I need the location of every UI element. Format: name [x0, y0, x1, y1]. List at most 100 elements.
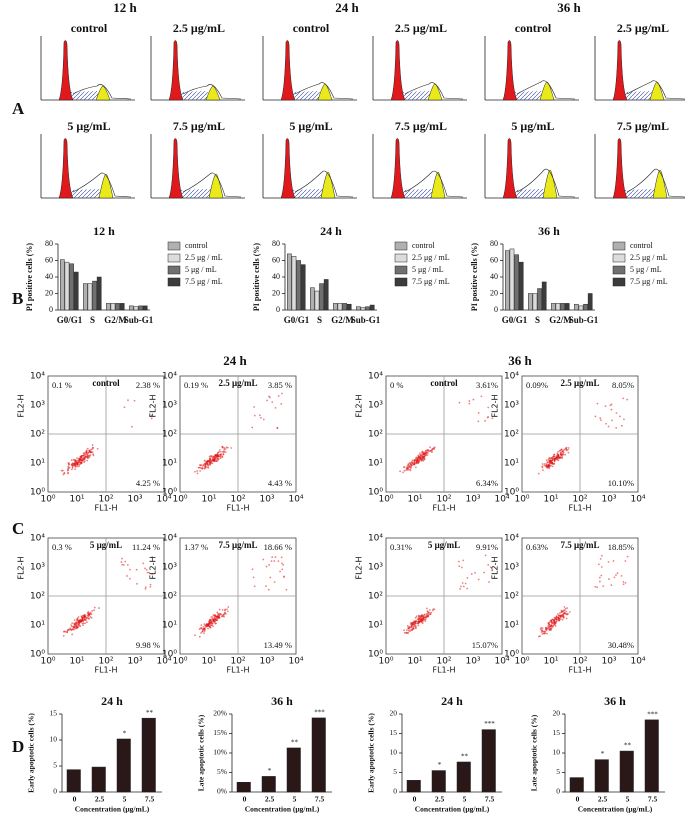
panel-letter: D: [12, 737, 24, 756]
cell-dot: [550, 457, 552, 459]
bar: [83, 283, 88, 311]
y-tick-label: 5%: [217, 767, 227, 776]
x-tick-label: 10¹: [201, 657, 216, 667]
cell-dot: [212, 625, 214, 628]
cell-dot: [129, 568, 131, 571]
cell-dot: [626, 555, 629, 558]
cell-dot: [418, 458, 421, 461]
hist-title: 7.5 μg/mL: [173, 119, 225, 133]
hist-g2-peak: [320, 171, 336, 199]
cell-dot: [223, 447, 226, 449]
x-tick-label: 10¹: [407, 495, 422, 505]
cell-dot: [208, 621, 211, 624]
cell-dot: [427, 450, 430, 452]
cell-dot: [214, 616, 216, 619]
cell-dot: [71, 465, 74, 468]
legend-label: 2.5 μg / mL: [630, 253, 668, 262]
cell-dot: [553, 621, 556, 624]
cell-dot: [251, 426, 254, 429]
legend-swatch: [394, 277, 408, 287]
cell-dot: [553, 453, 555, 456]
cell-dot: [88, 449, 91, 452]
x-axis-label: Concentration (μg/mL): [245, 805, 320, 814]
cell-dot: [548, 629, 551, 632]
bar: [60, 259, 65, 311]
hist-g2-peak: [427, 83, 443, 101]
cell-dot: [596, 402, 599, 405]
bar: [133, 306, 139, 311]
cell-dot: [226, 610, 229, 613]
time-header: 12 h: [113, 0, 137, 15]
x-tick-label: S: [535, 315, 540, 325]
cell-dot: [220, 450, 222, 453]
cell-dot: [217, 458, 220, 461]
cell-dot: [551, 465, 554, 468]
cell-dot: [86, 454, 89, 456]
cell-dot: [72, 626, 75, 629]
cell-dot: [197, 466, 200, 469]
chart-title: 12 h: [93, 224, 115, 238]
cell-dot: [567, 448, 569, 451]
cell-dot: [618, 415, 621, 418]
cell-dot: [251, 568, 254, 571]
legend-label: 7.5 μg / mL: [630, 277, 668, 286]
cell-dot: [92, 454, 95, 457]
cell-dot: [207, 627, 209, 630]
cell-dot: [208, 455, 211, 458]
cell-dot: [610, 403, 613, 406]
significance: **: [461, 753, 469, 761]
cell-dot: [148, 571, 151, 574]
x-tick-label: G0/G1: [284, 315, 310, 325]
cell-dot: [89, 454, 92, 456]
y-tick-label: 5: [393, 767, 397, 776]
cell-dot: [67, 465, 70, 468]
cell-dot: [421, 455, 424, 458]
cell-dot: [215, 458, 218, 461]
bar: [319, 283, 324, 311]
y-tick-label: 20: [490, 288, 498, 297]
cell-dot: [121, 563, 124, 566]
cell-dot: [150, 414, 153, 417]
cell-dot: [208, 619, 211, 621]
cell-dot: [217, 615, 219, 618]
y-tick-label: 10²: [30, 592, 45, 602]
cell-dot: [206, 460, 209, 463]
cell-dot: [85, 449, 88, 452]
cell-dot: [78, 619, 81, 622]
cell-dot: [71, 625, 73, 628]
legend-label: 5 μg / mL: [185, 265, 217, 274]
bar: [532, 293, 538, 311]
cell-dot: [213, 459, 216, 462]
cell-dot: [227, 606, 230, 608]
bar: [587, 293, 593, 311]
x-axis-label: FL1-H: [432, 504, 455, 513]
bar: [365, 306, 370, 311]
significance: **: [146, 709, 154, 717]
y-tick-label: 10²: [162, 430, 177, 440]
cell-dot: [409, 630, 411, 633]
cell-dot: [403, 469, 406, 472]
cell-dot: [543, 464, 546, 467]
y-tick-label: 10⁴: [504, 372, 519, 382]
cell-dot: [600, 554, 603, 557]
cell-dot: [86, 621, 88, 624]
cell-dot: [198, 628, 201, 631]
cell-dot: [428, 609, 431, 611]
x-tick-label: 0: [413, 795, 417, 804]
chart-title: 36 h: [271, 694, 293, 708]
x-tick-label: 10³: [601, 657, 616, 667]
x-tick-label: 2.5: [265, 795, 275, 804]
plot-title: control: [430, 378, 458, 388]
cell-dot: [85, 456, 88, 459]
cell-dot: [564, 613, 567, 615]
bar: [314, 290, 320, 311]
cell-dot: [563, 612, 566, 615]
legend-label: 2.5 μg / mL: [412, 253, 450, 262]
cell-dot: [82, 618, 84, 621]
hist-s-phase: [287, 189, 328, 198]
hist-outline: [182, 84, 242, 100]
x-tick-label: 5: [293, 795, 297, 804]
x-tick-label: 10⁴: [494, 495, 509, 505]
x-tick-label: 10²: [572, 657, 587, 667]
cell-dot: [71, 633, 74, 636]
